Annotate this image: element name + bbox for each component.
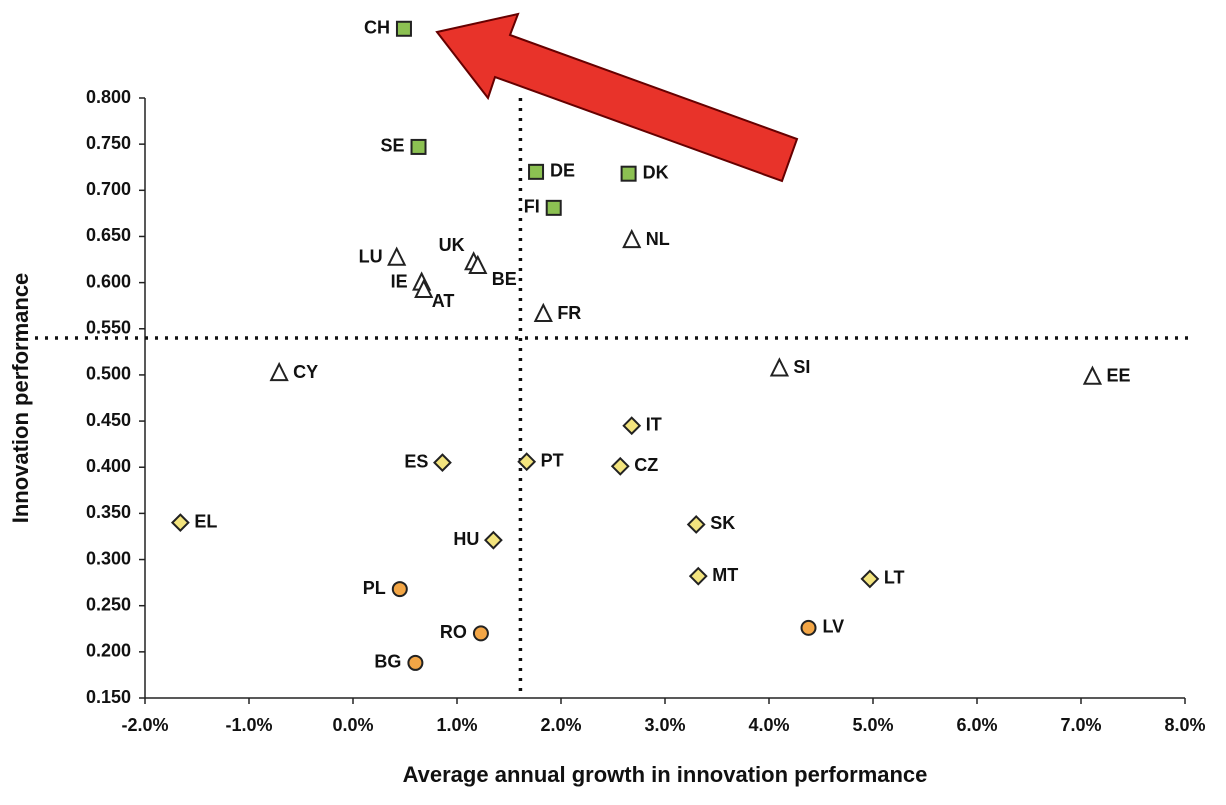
point-label: FR bbox=[557, 303, 581, 323]
x-tick-label: 4.0% bbox=[748, 715, 789, 735]
point-label: UK bbox=[439, 235, 465, 255]
x-tick-label: 8.0% bbox=[1164, 715, 1205, 735]
x-tick-label: 6.0% bbox=[956, 715, 997, 735]
point bbox=[468, 254, 488, 274]
point-label: AT bbox=[432, 291, 455, 311]
point-label: HU bbox=[453, 529, 479, 549]
point bbox=[387, 246, 407, 266]
y-tick-label: 0.600 bbox=[86, 271, 131, 291]
point-label: MT bbox=[712, 565, 738, 585]
y-tick-label: 0.150 bbox=[86, 687, 131, 707]
point-label: BE bbox=[492, 269, 517, 289]
point bbox=[410, 138, 427, 155]
point bbox=[769, 357, 790, 377]
point bbox=[483, 530, 503, 550]
point bbox=[620, 165, 637, 182]
point bbox=[800, 619, 817, 636]
point-label: SK bbox=[710, 513, 735, 533]
point bbox=[528, 163, 545, 180]
x-tick-label: 7.0% bbox=[1060, 715, 1101, 735]
point bbox=[545, 199, 562, 216]
point-label: LU bbox=[359, 246, 383, 266]
point-label: CZ bbox=[634, 455, 658, 475]
point bbox=[414, 278, 434, 298]
y-tick-label: 0.700 bbox=[86, 179, 131, 199]
x-tick-label: -2.0% bbox=[121, 715, 168, 735]
x-tick-label: 0.0% bbox=[332, 715, 373, 735]
point-label: IT bbox=[646, 414, 662, 434]
point bbox=[610, 456, 630, 476]
x-tick-label: -1.0% bbox=[225, 715, 272, 735]
point bbox=[622, 228, 642, 249]
point-label: DK bbox=[643, 162, 669, 182]
point bbox=[170, 513, 190, 533]
point-label: CY bbox=[293, 362, 318, 382]
point bbox=[269, 361, 289, 382]
point-label: EE bbox=[1106, 366, 1130, 386]
point-label: DE bbox=[550, 161, 575, 181]
x-axis-label: Average annual growth in innovation perf… bbox=[403, 762, 928, 787]
point bbox=[622, 416, 642, 436]
point-label: PT bbox=[541, 450, 564, 470]
y-tick-label: 0.450 bbox=[86, 410, 131, 430]
point-label: LV bbox=[823, 617, 845, 637]
y-tick-label: 0.550 bbox=[86, 318, 131, 338]
point-label: FI bbox=[524, 197, 540, 217]
point-label: PL bbox=[363, 578, 386, 598]
point-label: SE bbox=[381, 136, 405, 156]
point-label: NL bbox=[646, 229, 670, 249]
y-tick-label: 0.350 bbox=[86, 502, 131, 522]
point-label: LT bbox=[884, 568, 905, 588]
point-label: ES bbox=[404, 451, 428, 471]
x-tick-label: 2.0% bbox=[540, 715, 581, 735]
x-tick-label: 3.0% bbox=[644, 715, 685, 735]
y-tick-label: 0.200 bbox=[86, 641, 131, 661]
point bbox=[472, 625, 489, 642]
point-label: RO bbox=[440, 622, 467, 642]
y-tick-label: 0.800 bbox=[86, 87, 131, 107]
y-axis-label: Innovation performance bbox=[8, 273, 33, 524]
point-label: CH bbox=[364, 18, 390, 38]
point bbox=[517, 452, 537, 472]
point bbox=[1082, 365, 1103, 385]
point bbox=[688, 566, 708, 586]
point bbox=[407, 654, 424, 671]
y-tick-label: 0.750 bbox=[86, 133, 131, 153]
point bbox=[860, 569, 880, 589]
point-label: IE bbox=[391, 271, 408, 291]
point bbox=[533, 302, 553, 322]
point-label: SI bbox=[793, 357, 810, 377]
x-tick-label: 5.0% bbox=[852, 715, 893, 735]
y-tick-label: 0.400 bbox=[86, 456, 131, 476]
x-tick-label: 1.0% bbox=[436, 715, 477, 735]
point bbox=[433, 453, 452, 473]
y-tick-label: 0.300 bbox=[86, 548, 131, 568]
point bbox=[686, 515, 706, 534]
y-tick-label: 0.650 bbox=[86, 225, 131, 245]
point bbox=[395, 20, 412, 37]
point bbox=[391, 581, 408, 598]
y-tick-label: 0.500 bbox=[86, 364, 131, 384]
arrow bbox=[435, 12, 799, 183]
point-label: BG bbox=[374, 652, 401, 672]
y-tick-label: 0.250 bbox=[86, 594, 131, 614]
point-label: EL bbox=[194, 511, 217, 531]
